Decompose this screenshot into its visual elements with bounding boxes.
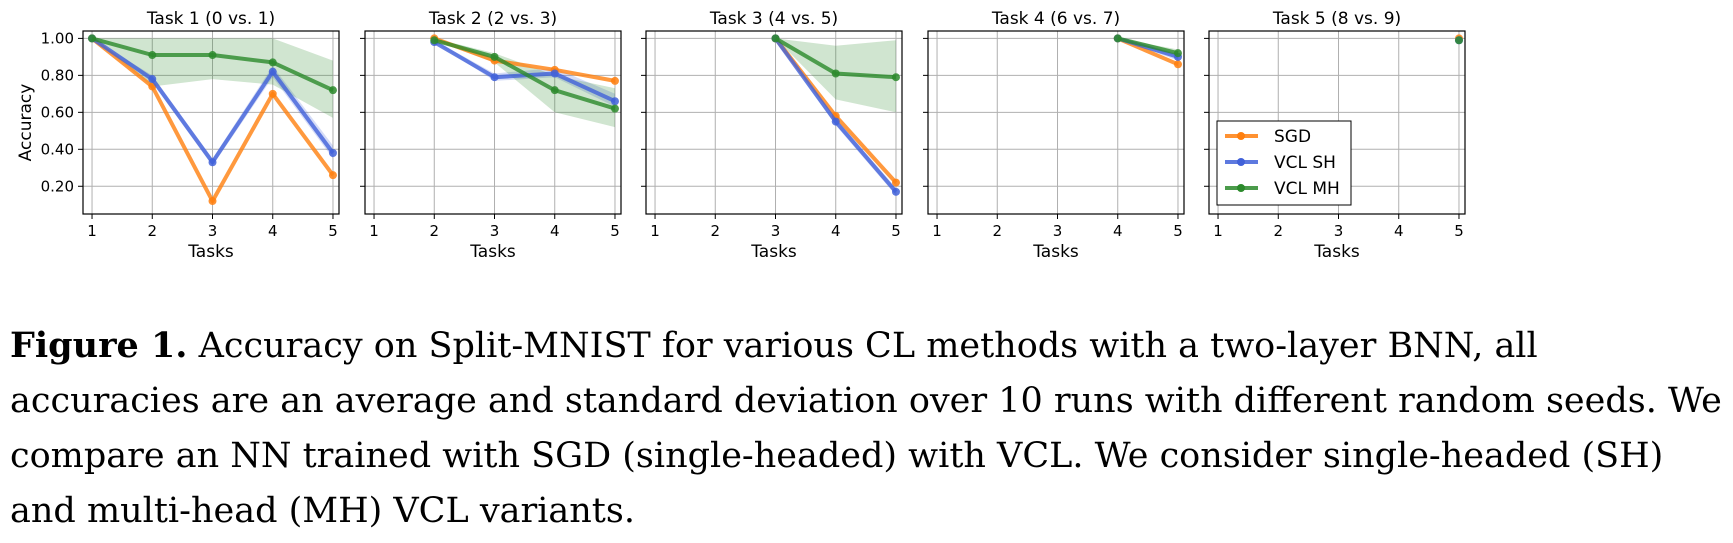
- point-sgd: [328, 171, 337, 180]
- x-tick-label: 3: [771, 222, 781, 240]
- figure-caption: Figure 1. Accuracy on Split-MNIST for va…: [10, 318, 1725, 539]
- point-vcl-sh: [831, 117, 840, 126]
- x-tick-label: 4: [268, 222, 278, 240]
- axes-frame: [1208, 30, 1466, 215]
- axes-frame: [645, 30, 903, 215]
- y-axis-label: Accuracy: [16, 84, 36, 162]
- legend-label: VCL MH: [1274, 179, 1340, 199]
- x-axis-label: Tasks: [750, 242, 797, 262]
- y-tick-label: 0.80: [41, 66, 74, 84]
- x-tick-label: 4: [1394, 222, 1404, 240]
- x-tick-label: 5: [1173, 222, 1183, 240]
- point-vcl-mh: [1113, 34, 1122, 43]
- legend-label: VCL SH: [1274, 153, 1336, 173]
- point-vcl-mh: [490, 52, 499, 61]
- line-vcl-mh: [433, 38, 616, 111]
- legend: SGD VCL SH VCL MH: [1216, 120, 1352, 206]
- point-vcl-mh: [831, 69, 840, 78]
- panel-2: 1 2 3 4 5 Task 2 (2 vs. 3) Tasks: [360, 9, 622, 262]
- x-tick-label: 1: [369, 222, 379, 240]
- x-axis-label: Tasks: [469, 242, 516, 262]
- point-vcl-mh: [268, 58, 277, 67]
- x-tick-label: 4: [831, 222, 841, 240]
- x-axis-label: Tasks: [1032, 242, 1079, 262]
- x-tick-label: 4: [1113, 222, 1123, 240]
- point-vcl-sh: [550, 69, 559, 78]
- split-mnist-figure: 1 2 3 4 5 0.20 0.40 0.60 0.80 1.00 Task 1 (0 vs. 1…: [16, 9, 1466, 262]
- x-tick-label: 1: [932, 222, 942, 240]
- point-vcl-sh: [328, 149, 337, 157]
- x-tick-label: 3: [208, 222, 218, 240]
- point-vcl-sh: [891, 187, 900, 196]
- x-tick-label: 5: [891, 222, 901, 240]
- legend-marker: [1237, 132, 1245, 140]
- legend-marker: [1237, 184, 1245, 192]
- x-tick-label: 3: [1334, 222, 1344, 240]
- point-vcl-sh: [490, 73, 499, 82]
- point-vcl-mh: [610, 104, 619, 113]
- caption-text: Accuracy on Split-MNIST for various CL m…: [10, 326, 1722, 531]
- panel-4: 1 2 3 4 5 Task 4 (6 vs. 7) Tasks: [923, 9, 1185, 262]
- point-vcl-mh: [430, 36, 439, 45]
- point-sgd: [208, 197, 217, 206]
- panel-title: Task 4 (6 vs. 7): [991, 9, 1120, 29]
- point-sgd: [268, 89, 277, 98]
- x-tick-label: 2: [992, 222, 1002, 240]
- point-vcl-sh: [610, 97, 619, 106]
- x-axis-label: Tasks: [187, 242, 234, 262]
- point-vcl-mh: [550, 86, 559, 95]
- x-tick-label: 5: [328, 222, 338, 240]
- x-axis-label: Tasks: [1313, 242, 1360, 262]
- point-vcl-mh: [208, 51, 217, 60]
- point-vcl-sh: [208, 158, 217, 167]
- x-tick-label: 4: [550, 222, 560, 240]
- x-tick-label: 3: [490, 222, 500, 240]
- axes-frame: [927, 30, 1185, 215]
- band-vcl-mh: [434, 38, 615, 128]
- point-sgd: [1173, 60, 1182, 69]
- y-tick-label: 0.20: [41, 177, 74, 195]
- caption-label: Figure 1.: [10, 325, 188, 366]
- point-vcl-mh: [88, 34, 97, 43]
- point-sgd: [891, 178, 900, 187]
- axes-frame: [82, 30, 340, 215]
- x-tick-label: 1: [1213, 222, 1223, 240]
- x-tick-label: 5: [610, 222, 620, 240]
- x-tick-label: 1: [650, 222, 660, 240]
- point-vcl-mh: [771, 34, 780, 43]
- point-vcl-sh: [148, 75, 157, 84]
- legend-label: SGD: [1274, 127, 1311, 147]
- panel-title: Task 1 (0 vs. 1): [146, 9, 275, 29]
- panel-title: Task 3 (4 vs. 5): [709, 9, 838, 29]
- x-tick-label: 2: [710, 222, 720, 240]
- y-tick-label: 0.40: [41, 140, 74, 158]
- panel-1: 1 2 3 4 5 0.20 0.40 0.60 0.80 1.00 Task 1 (0 vs. 1…: [16, 9, 340, 262]
- panel-title: Task 2 (2 vs. 3): [428, 9, 557, 29]
- x-tick-label: 2: [1273, 222, 1283, 240]
- x-tick-label: 2: [429, 222, 439, 240]
- axes-frame: [364, 30, 622, 215]
- x-tick-label: 1: [87, 222, 97, 240]
- legend-marker: [1237, 158, 1245, 166]
- y-tick-label: 1.00: [41, 29, 74, 47]
- y-tick-label: 0.60: [41, 103, 74, 121]
- point-sgd: [610, 76, 619, 85]
- x-tick-label: 5: [1454, 222, 1464, 240]
- point-vcl-mh: [148, 51, 157, 60]
- x-tick-label: 3: [1053, 222, 1063, 240]
- point-vcl-mh: [891, 73, 900, 82]
- line-vcl-mh: [1117, 36, 1179, 56]
- panel-3: 1 2 3 4 5 Task 3 (4 vs. 5) Tasks: [641, 9, 903, 262]
- point-vcl-mh: [1454, 36, 1463, 45]
- point-vcl-mh: [328, 86, 337, 95]
- x-tick-label: 2: [147, 222, 157, 240]
- panel-title: Task 5 (8 vs. 9): [1272, 9, 1401, 29]
- point-vcl-sh: [268, 67, 277, 76]
- point-vcl-mh: [1173, 49, 1182, 58]
